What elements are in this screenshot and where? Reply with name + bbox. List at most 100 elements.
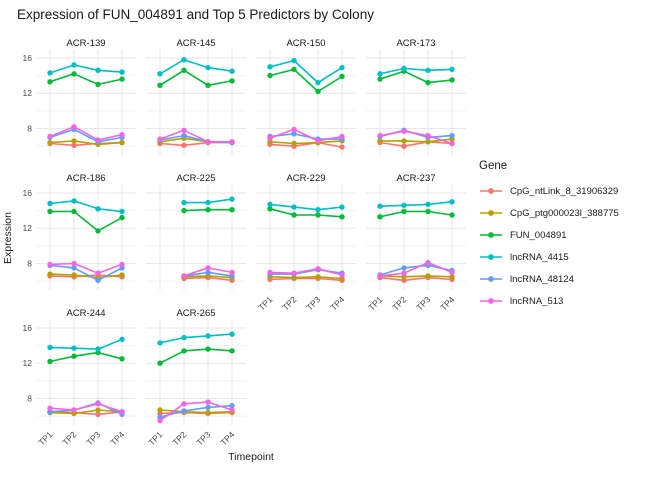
series-line-lncRNA_4415 [159,333,233,344]
series-point-lncRNA_4415 [181,57,187,63]
series-line-CpG_ptg000023l_388775 [49,140,123,146]
series-point-CpG_ptg000023l_388775 [291,140,297,147]
series-line-FUN_004891 [49,351,123,363]
series-point-FUN_004891 [71,353,77,359]
series-point-lncRNA_513 [205,399,211,405]
series-point-lncRNA_513 [291,126,297,133]
series-line-FUN_004891 [159,69,233,87]
x-tick-label: TP2 [170,429,188,447]
series-point-lncRNA_513 [71,407,77,413]
series-point-lncRNA_4415 [47,200,53,207]
series-point-FUN_004891 [377,76,383,82]
series-point-CpG_ntLink_8_31906329 [401,143,407,149]
series-point-lncRNA_513 [181,273,187,279]
series-point-lncRNA_513 [401,270,407,276]
series-point-FUN_004891 [425,79,431,86]
series-point-lncRNA_4415 [229,196,235,202]
facet-strip-label: ACR-186 [66,173,105,184]
series-line-lncRNA_513 [379,130,453,145]
legend-item-FUN_004891: FUN_004891 [479,228,669,242]
series-point-lncRNA_4415 [71,198,77,204]
series-point-CpG_ptg000023l_388775 [425,273,431,279]
series-point-lncRNA_4415 [205,199,211,206]
series-point-FUN_004891 [119,76,125,82]
series-point-lncRNA_48124 [229,402,235,409]
series-point-lncRNA_4415 [401,202,407,208]
series-point-lncRNA_4415 [119,208,125,215]
series-line-lncRNA_48124 [49,128,123,143]
series-line-CpG_ptg000023l_388775 [159,409,233,414]
series-point-lncRNA_4415 [425,67,431,73]
series-line-lncRNA_4415 [379,201,453,207]
series-point-lncRNA_48124 [95,277,101,283]
facet-strip-label: ACR-237 [396,173,435,184]
chart-title: Expression of FUN_004891 and Top 5 Predi… [17,7,374,22]
series-point-lncRNA_4415 [315,207,321,213]
legend-items: CpG_ntLink_8_31906329 CpG_ptg000023l_3887… [479,184,669,308]
x-tick-label: TP2 [390,294,408,312]
series-line-lncRNA_513 [269,128,343,142]
series-point-FUN_004891 [119,214,125,221]
series-point-lncRNA_513 [339,133,345,140]
series-point-CpG_ptg000023l_388775 [47,271,53,277]
series-point-FUN_004891 [71,71,77,77]
series-line-FUN_004891 [379,210,453,218]
series-point-lncRNA_4415 [119,69,125,75]
legend-item-lncRNA_48124: lncRNA_48124 [479,272,669,286]
series-point-lncRNA_513 [449,140,455,147]
facet-strip-label: ACR-244 [66,308,105,319]
legend-item-label: FUN_004891 [510,229,567,241]
series-point-FUN_004891 [267,206,273,212]
legend-item-CpG_ntLink_8_31906329: CpG_ntLink_8_31906329 [479,184,669,198]
series-line-lncRNA_513 [49,262,123,274]
series-point-lncRNA_4415 [401,65,407,72]
legend-key-icon [480,232,502,238]
legend-item-label: CpG_ntLink_8_31906329 [510,185,619,197]
series-point-lncRNA_4415 [449,199,455,205]
series-point-lncRNA_513 [449,269,455,276]
x-tick-label: TP3 [194,429,212,447]
series-point-FUN_004891 [95,81,101,88]
series-point-lncRNA_4415 [181,334,187,341]
series-point-lncRNA_48124 [291,131,297,137]
series-point-lncRNA_4415 [229,68,235,74]
series-point-lncRNA_4415 [71,62,77,68]
series-point-lncRNA_4415 [229,331,235,337]
series-point-lncRNA_513 [181,401,187,407]
series-point-FUN_004891 [229,78,235,84]
series-point-lncRNA_513 [95,401,101,407]
series-line-CpG_ptg000023l_388775 [49,409,123,415]
series-line-lncRNA_4415 [269,203,343,211]
legend-key-icon [480,276,502,282]
series-point-lncRNA_4415 [267,201,273,208]
series-point-lncRNA_513 [425,132,431,139]
series-line-CpG_ntLink_8_31906329 [379,141,453,147]
y-tick-label: 12 [23,358,33,368]
series-point-FUN_004891 [339,73,345,80]
series-point-FUN_004891 [181,67,187,73]
legend-item-label: lncRNA_4415 [510,251,569,263]
legend-item-label: CpG_ptg000023l_388775 [510,207,619,219]
series-line-CpG_ntLink_8_31906329 [379,276,453,282]
series-line-FUN_004891 [269,208,343,218]
series-point-lncRNA_513 [205,139,211,145]
legend-item-label: lncRNA_513 [510,295,564,307]
series-line-lncRNA_513 [49,126,123,141]
facet-ACR-225: ACR-225 [146,173,246,290]
series-point-lncRNA_48124 [181,408,187,414]
series-point-lncRNA_4415 [425,201,431,208]
series-line-lncRNA_4415 [49,200,123,213]
facet-strip-label: ACR-225 [176,173,215,184]
facet-strip-label: ACR-229 [286,173,325,184]
facet-ACR-237: ACR-237 TP1 TP2 TP3 TP4 [366,173,466,312]
series-point-lncRNA_513 [119,261,125,268]
series-point-lncRNA_4415 [205,64,211,71]
facet-strip-label: ACR-265 [176,308,215,319]
y-tick-label: 12 [23,88,33,98]
series-point-lncRNA_48124 [205,269,211,276]
series-point-lncRNA_4415 [119,336,125,343]
series-point-FUN_004891 [267,72,273,79]
series-point-lncRNA_4415 [339,64,345,71]
series-point-CpG_ptg000023l_388775 [205,409,211,416]
